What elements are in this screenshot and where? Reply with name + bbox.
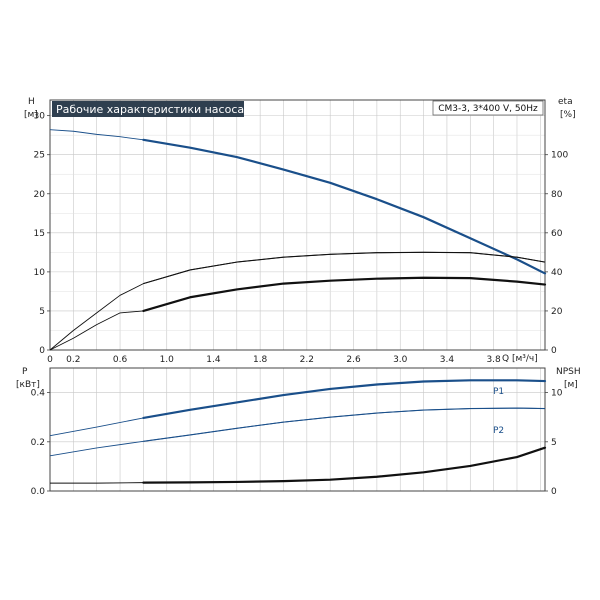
x-tick-label: 2.6 <box>346 355 361 365</box>
upper-panel: 0 5 10 15 20 25 30 0 20 40 60 80 100 0 0.2 0.6 1.0 1.4 1.8… <box>24 97 576 365</box>
series-line-p2-thin <box>49 407 546 457</box>
y-left-tick-label: 5 <box>39 307 45 317</box>
y-left-tick-label: 15 <box>34 229 45 239</box>
x-tick-label: 3.0 <box>393 355 408 365</box>
lower-panel: 0.0 0.2 0.4 0 5 10 P [кВт] NPSH [м] P1 P2 <box>16 367 581 497</box>
y-left-label-P: P <box>22 367 28 377</box>
lower-series <box>49 379 547 484</box>
y-right-tick-label: 0 <box>551 487 557 497</box>
y-right-unit-eta: [%] <box>560 110 576 120</box>
y-left-tick-label: 30 <box>34 112 46 122</box>
series-line-eta_pump-bold <box>142 276 547 313</box>
lower-tick-labels: 0.0 0.2 0.4 0 5 10 <box>31 389 563 497</box>
y-left-tick-label: 10 <box>34 268 46 278</box>
series-line-p1-thin <box>49 379 546 437</box>
y-right-label-eta: eta <box>558 97 573 107</box>
x-tick-label: 0.2 <box>66 355 80 365</box>
y-right-label-npsh: NPSH <box>556 367 581 377</box>
y-right-tick-label: 0 <box>551 346 557 356</box>
y-right-tick-label: 60 <box>551 229 563 239</box>
y-left-unit-P: [кВт] <box>16 380 40 390</box>
x-tick-label: 0 <box>47 355 53 365</box>
y-right-tick-label: 10 <box>551 389 563 399</box>
series-line-eta_total-mid <box>143 251 546 285</box>
upper-frame <box>49 99 546 351</box>
x-tick-label: 3.4 <box>440 355 455 365</box>
series-line-eta_total-thin <box>49 251 546 351</box>
y-right-tick-label: 40 <box>551 268 563 278</box>
upper-tick-labels: 0 5 10 15 20 25 30 0 20 40 60 80 100 0 0.2 0.6 1.0 1.4 1.8… <box>34 112 569 365</box>
y-right-tick-label: 100 <box>551 151 568 161</box>
title-box <box>52 101 244 117</box>
y-left-unit-H: [м] <box>24 110 38 120</box>
y-left-tick-label: 0.4 <box>31 389 46 399</box>
y-left-tick-label: 0.2 <box>31 438 45 448</box>
x-tick-label: 1.0 <box>160 355 175 365</box>
y-right-unit-npsh: [м] <box>564 380 578 390</box>
series-line-p2-mid <box>143 407 546 442</box>
y-left-tick-label: 0 <box>39 346 45 356</box>
model-label: CM3-3, 3*400 V, 50Hz <box>438 104 538 114</box>
y-left-label-H: H <box>28 97 35 107</box>
chart-title: Рабочие характеристики насоса <box>56 103 244 116</box>
y-left-tick-label: 25 <box>34 151 45 161</box>
y-right-tick-label: 20 <box>551 307 563 317</box>
y-right-tick-label: 80 <box>551 190 563 200</box>
y-left-tick-label: 0.0 <box>31 487 46 497</box>
lower-grid <box>50 368 545 492</box>
x-tick-label: 2.2 <box>300 355 314 365</box>
model-box <box>432 100 544 116</box>
series-line-eta_pump-thin <box>49 277 546 351</box>
y-right-tick-label: 5 <box>551 438 557 448</box>
x-axis-label: Q [м³/ч] <box>502 354 538 364</box>
lower-frame <box>49 367 546 492</box>
series-label-p1: P1 <box>493 387 504 397</box>
series-line-npsh-bold <box>142 446 547 484</box>
x-tick-label: 0.6 <box>113 355 128 365</box>
series-label-p2: P2 <box>493 426 504 436</box>
x-tick-label: 3.8 <box>486 355 501 365</box>
x-tick-label: 1.8 <box>253 355 268 365</box>
series-line-h-thin <box>49 129 546 274</box>
x-tick-label: 1.4 <box>206 355 221 365</box>
y-left-tick-label: 20 <box>34 190 46 200</box>
upper-series <box>49 129 547 351</box>
series-line-h-bold <box>142 138 547 275</box>
series-line-p1-bold <box>142 379 547 420</box>
